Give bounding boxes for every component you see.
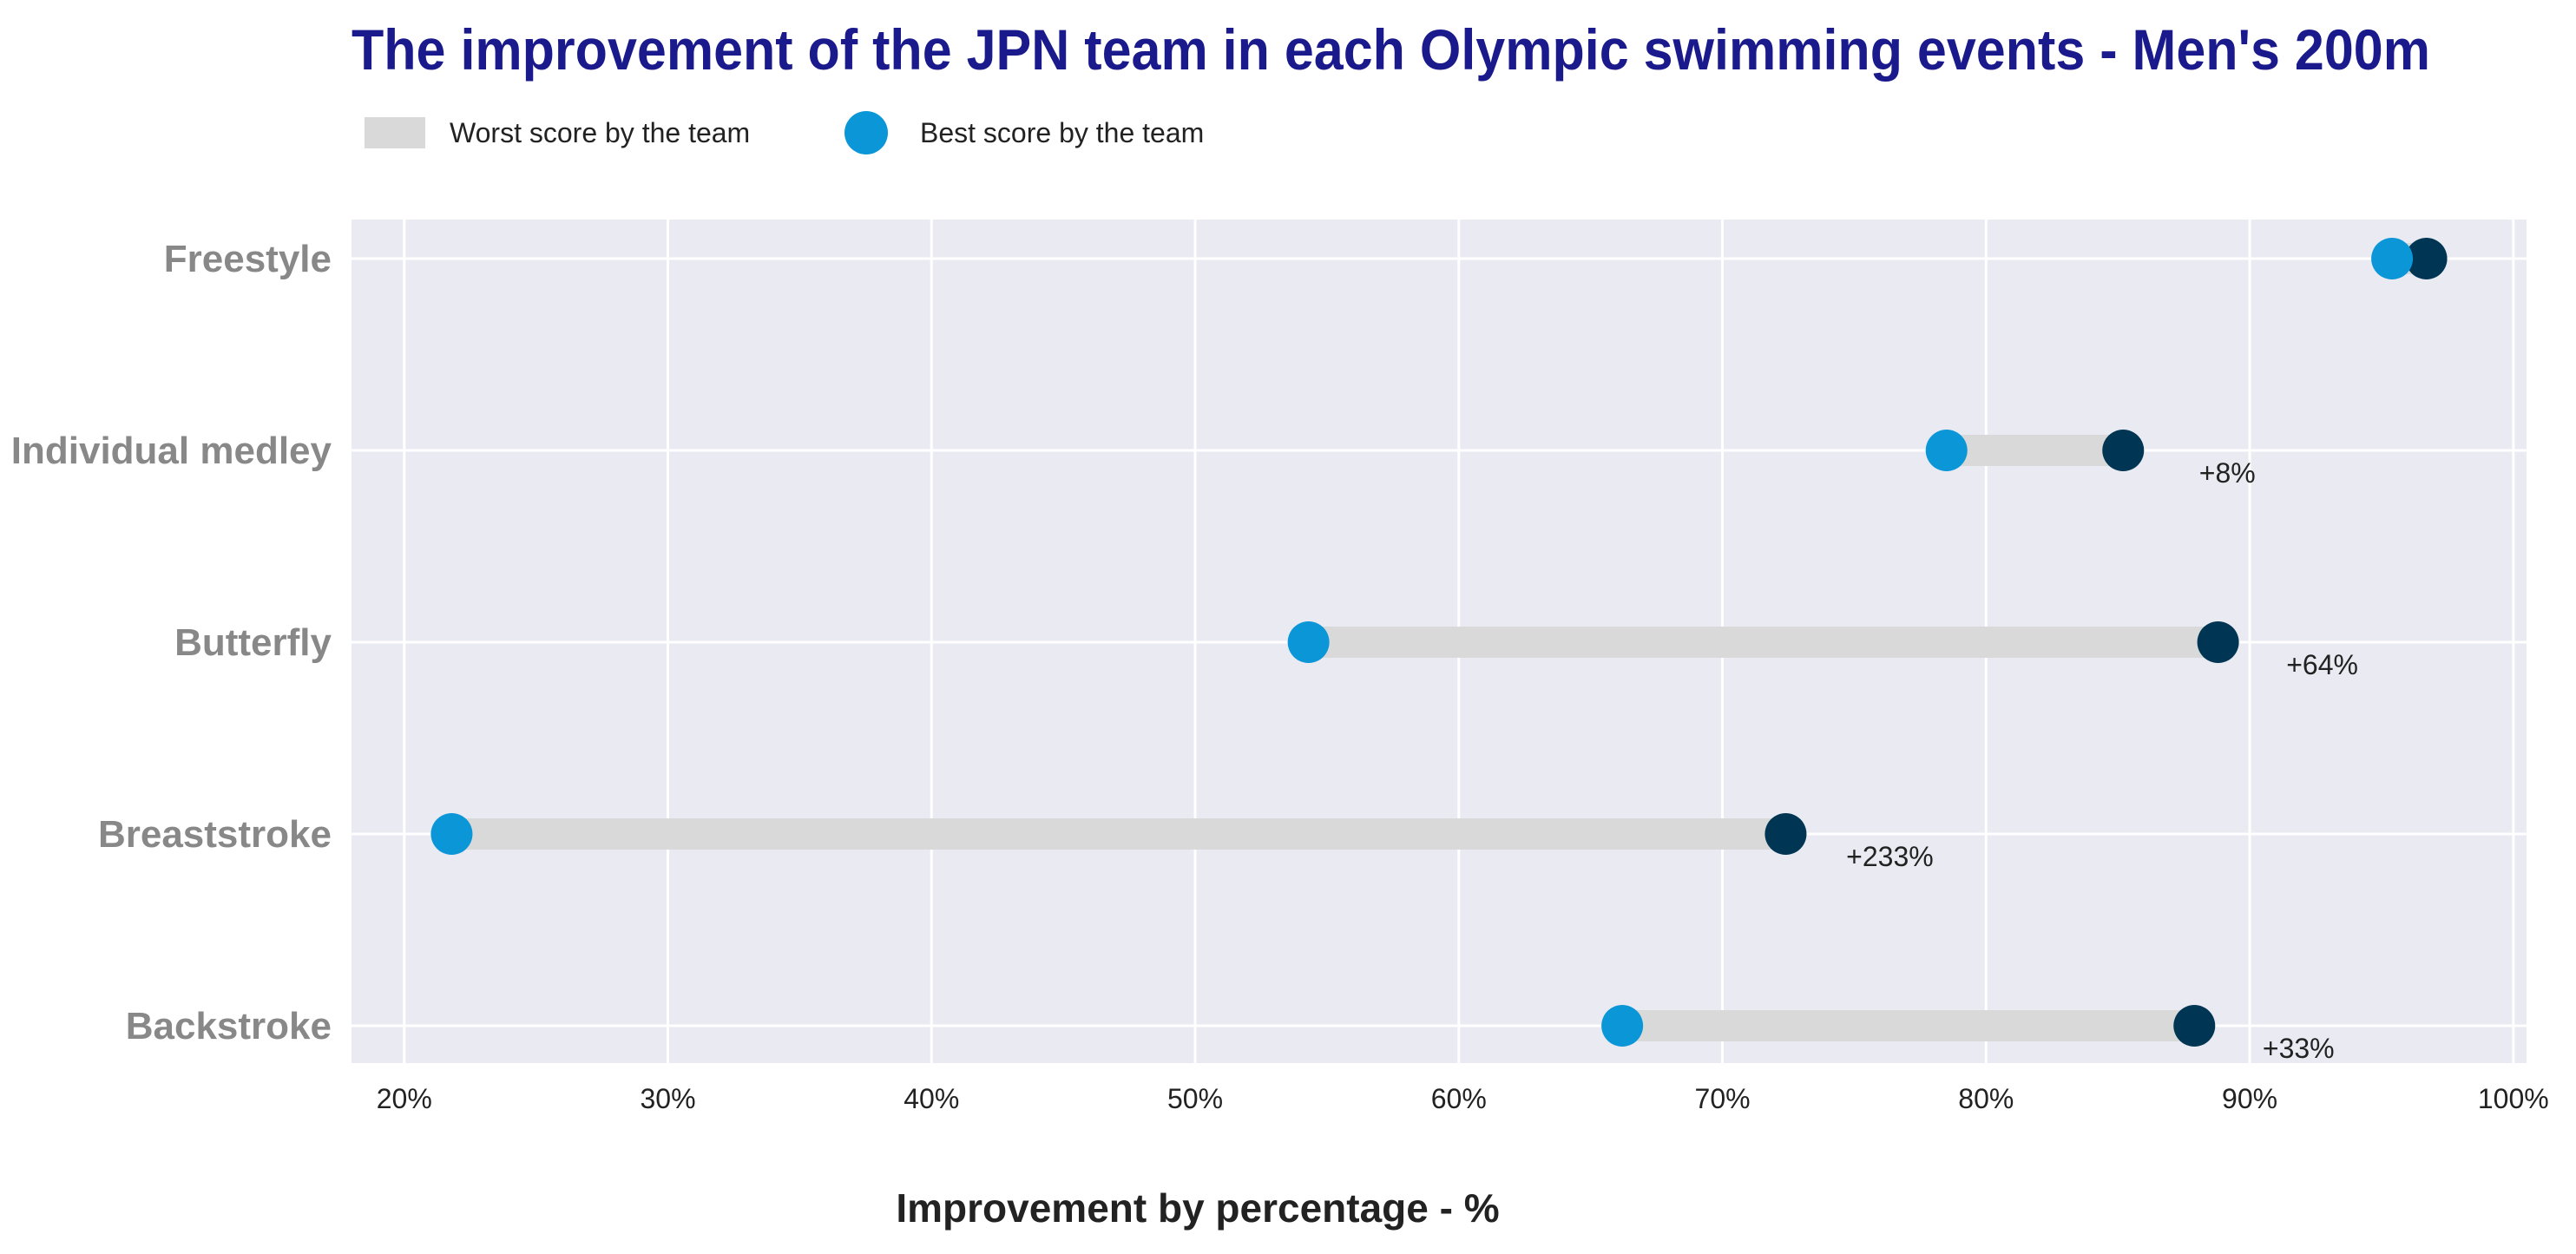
chart-title: The improvement of the JPN team in each … (352, 17, 2430, 82)
best-score-dot (2405, 238, 2448, 279)
x-tick-label: 100% (2478, 1083, 2549, 1114)
x-tick-label: 30% (640, 1083, 695, 1114)
category-labels: Freestyle Individual medley Butterfly Breas… (11, 238, 332, 1047)
x-tick-label: 60% (1431, 1083, 1487, 1114)
legend-bar-swatch (365, 117, 425, 148)
data-marks (430, 238, 2448, 1047)
legend-label-worst: Worst score by the team (450, 117, 750, 148)
category-label: Backstroke (126, 1005, 332, 1047)
category-label: Freestyle (164, 238, 332, 280)
worst-score-dot (1287, 621, 1330, 663)
category-label: Individual medley (11, 430, 332, 472)
improvement-annotation: +64% (2286, 649, 2358, 680)
x-tick-label: 20% (377, 1083, 432, 1114)
legend-dot-swatch (844, 111, 888, 154)
annotations: +8% +64% +233% +33% (1846, 457, 2358, 1064)
category-label: Butterfly (174, 621, 332, 664)
best-score-dot (2102, 430, 2145, 471)
worst-score-dot (1601, 1005, 1644, 1047)
worst-score-dot (430, 813, 473, 855)
x-tick-label: 80% (1958, 1083, 2014, 1114)
category-label: Breaststroke (98, 813, 332, 856)
best-score-dot (2197, 621, 2239, 663)
improvement-annotation: +8% (2199, 457, 2256, 489)
x-tick-label: 70% (1695, 1083, 1751, 1114)
worst-score-dot (2371, 238, 2414, 279)
legend: Worst score by the team Best score by th… (365, 111, 1204, 154)
grid (352, 220, 2527, 1063)
best-score-dot (2173, 1005, 2216, 1047)
best-score-dot (1764, 813, 1807, 855)
x-tick-labels: 20% 30% 40% 50% 60% 70% 80% 90% 100% (377, 1083, 2549, 1114)
x-axis-label: Improvement by percentage - % (896, 1185, 1499, 1231)
worst-score-dot (1925, 430, 1968, 471)
x-tick-label: 90% (2222, 1083, 2277, 1114)
legend-label-best: Best score by the team (920, 117, 1204, 148)
x-tick-label: 50% (1167, 1083, 1223, 1114)
improvement-annotation: +233% (1846, 841, 1934, 872)
x-tick-label: 40% (904, 1083, 959, 1114)
improvement-annotation: +33% (2263, 1033, 2335, 1064)
